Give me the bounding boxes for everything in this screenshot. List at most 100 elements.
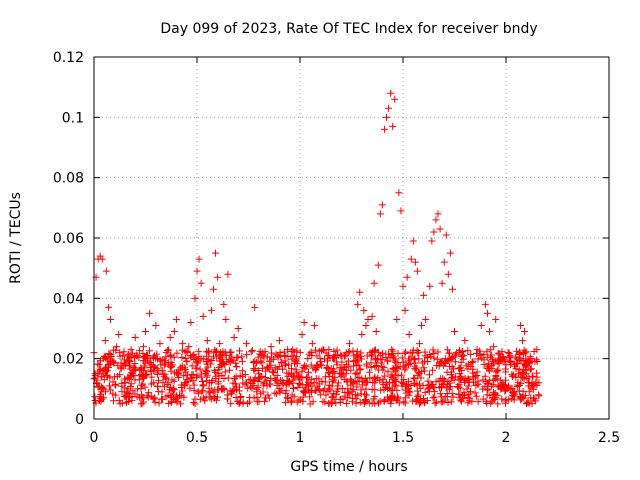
data-point <box>409 237 417 245</box>
data-point-band <box>347 366 355 374</box>
data-point <box>242 340 250 348</box>
data-point-band <box>438 383 446 391</box>
data-point-band <box>262 374 270 382</box>
data-point-band <box>233 386 241 394</box>
data-point-band <box>452 358 460 366</box>
data-point <box>393 315 401 323</box>
data-point-band <box>380 397 388 405</box>
data-point-band <box>300 362 308 370</box>
data-point-band <box>199 386 207 394</box>
data-point-band <box>252 359 260 367</box>
data-point-band <box>425 381 433 389</box>
data-point-band <box>141 383 149 391</box>
data-point-band <box>353 370 361 378</box>
data-point-band <box>453 382 461 390</box>
data-point-band <box>257 357 265 365</box>
data-point <box>321 385 329 393</box>
data-point-band <box>493 367 501 375</box>
data-point-band <box>516 349 524 357</box>
data-point-band <box>138 381 146 389</box>
data-point <box>177 400 185 408</box>
data-point-band <box>282 360 290 368</box>
y-tick-label: 0 <box>75 412 84 428</box>
data-point-band <box>107 351 115 359</box>
data-point-band <box>99 384 107 392</box>
data-point-band <box>379 375 387 383</box>
data-point <box>205 379 213 387</box>
data-point-band <box>203 352 211 360</box>
data-point <box>115 331 123 339</box>
data-point-band <box>415 370 423 378</box>
data-point-band <box>178 354 186 362</box>
data-point-band <box>474 377 482 385</box>
data-point-band <box>371 362 379 370</box>
data-point-band <box>154 376 162 384</box>
data-point-band <box>391 381 399 389</box>
data-point-band <box>520 346 528 354</box>
data-point-band <box>401 399 409 407</box>
data-point-band <box>118 379 126 387</box>
x-axis-label: GPS time / hours <box>290 459 407 475</box>
data-point-band <box>137 400 145 408</box>
data-point-band <box>289 379 297 387</box>
data-point <box>109 358 117 366</box>
data-point-band <box>353 351 361 359</box>
data-point-band <box>214 378 222 386</box>
data-point-band <box>208 356 216 364</box>
data-point <box>376 210 384 218</box>
data-point-band <box>222 351 230 359</box>
data-point-band <box>200 394 208 402</box>
data-point <box>312 364 320 372</box>
data-point-band <box>421 389 429 397</box>
data-point-band <box>274 352 282 360</box>
data-point-band <box>262 367 270 375</box>
data-point-band <box>178 387 186 395</box>
data-point-band <box>398 371 406 379</box>
data-point-band <box>155 399 163 407</box>
data-point-band <box>194 358 202 366</box>
data-points <box>90 89 543 408</box>
data-point-band <box>516 394 524 402</box>
data-point-band <box>486 364 494 372</box>
chart-title: Day 099 of 2023, Rate Of TEC Index for r… <box>160 21 537 37</box>
data-point-band <box>166 351 174 359</box>
data-point-band <box>352 399 360 407</box>
data-point-band <box>180 372 188 380</box>
data-point-band <box>307 349 315 357</box>
data-point-band <box>501 356 509 364</box>
data-point-band <box>402 348 410 356</box>
data-point-band <box>400 376 408 384</box>
data-point-band <box>400 398 408 406</box>
data-point-band <box>463 385 471 393</box>
data-point-band <box>479 376 487 384</box>
data-point <box>350 379 358 387</box>
data-point-band <box>349 386 357 394</box>
data-point-band <box>311 346 319 354</box>
data-point-band <box>151 394 159 402</box>
data-point <box>415 340 423 348</box>
data-point-band <box>381 372 389 380</box>
data-point <box>407 255 415 263</box>
data-point-band <box>394 349 402 357</box>
data-point-band <box>489 381 497 389</box>
data-point-band <box>481 372 489 380</box>
data-point-band <box>494 349 502 357</box>
data-point-band <box>284 394 292 402</box>
data-point-band <box>239 398 247 406</box>
data-point-band <box>130 363 138 371</box>
data-point-band <box>476 351 484 359</box>
data-point <box>212 249 220 257</box>
data-point-band <box>404 382 412 390</box>
data-point-band <box>213 393 221 401</box>
data-point-band <box>432 398 440 406</box>
data-point-band <box>148 373 156 381</box>
y-axis-label: ROTI / TECUs <box>8 192 24 284</box>
data-point-band <box>483 400 491 408</box>
data-point <box>103 367 111 375</box>
data-point-band <box>430 354 438 362</box>
data-point-band <box>338 384 346 392</box>
data-point-band <box>489 394 497 402</box>
data-point-band <box>377 386 385 394</box>
data-point-band <box>106 386 114 394</box>
data-point-band <box>472 382 480 390</box>
